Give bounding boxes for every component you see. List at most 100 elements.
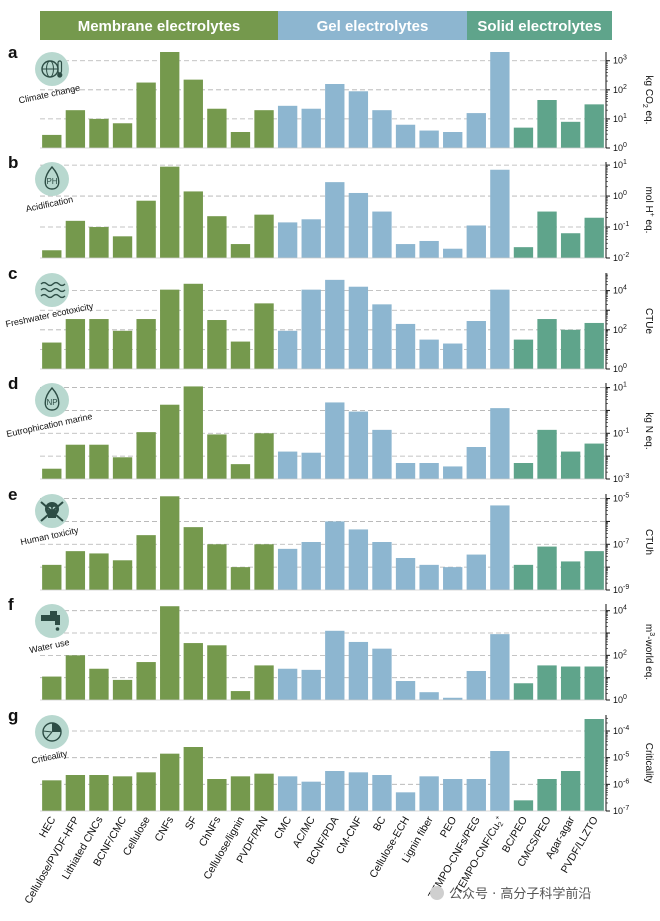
bar-g-ac-mc (301, 781, 321, 811)
tick-label: 100 (613, 190, 627, 201)
tick-label: 10-9 (613, 584, 629, 595)
bar-d-peo (443, 466, 463, 479)
bar-f-ac-mc (301, 669, 321, 700)
bar-b-bcnf-pda (325, 182, 345, 258)
bar-a-chnfs (207, 108, 227, 148)
bar-d-cellulose-ech (395, 463, 416, 479)
pie-slice (52, 723, 61, 732)
bar-a-cellulose-pvdf-hfp (65, 110, 86, 148)
panel-letter-d: d (8, 374, 18, 393)
crossbone (40, 501, 64, 522)
bar-b-cmcs-peo (537, 211, 557, 258)
bar-g-hec (42, 780, 62, 811)
bar-a-ac-mc (301, 108, 321, 148)
bar-f-cellulose-pvdf-hfp (65, 655, 86, 700)
panel-e: 10-9 10-7 10-5 CTUh e Human toxicity (8, 485, 654, 595)
wave-line (40, 287, 66, 293)
bar-e-sf (183, 527, 203, 590)
drop-letters: NP (46, 398, 57, 407)
bar-d-bc (372, 429, 392, 479)
bar-g-bc (372, 775, 392, 811)
water-drop (55, 627, 60, 631)
bar-a-lithiated-cncs (89, 118, 109, 148)
icon-background (35, 383, 69, 417)
bar-g-cellulose-lignin (230, 776, 251, 811)
bar-c-cellulose-ech (395, 323, 416, 369)
header-band-membrane-electrolytes (40, 11, 278, 40)
bar-d-bcnf-pda (325, 402, 345, 479)
icon-label-f: Water use (28, 637, 70, 655)
unit-label-f: m3-world eq. (643, 624, 655, 680)
panel-f: 100 102 104 m3-world eq. f Water use (8, 595, 655, 705)
y-axis-f: 100 102 104 (605, 604, 627, 705)
unit-label-a: kg CO2 eq. (641, 76, 654, 125)
water-waves-icon (35, 273, 69, 307)
tick-label: 10-7 (613, 805, 629, 816)
bar-e-cellulose (136, 535, 156, 590)
bar-f-cellulose-ech (395, 681, 416, 700)
bar-e-bcnf-pda (325, 521, 345, 590)
bar-c-tempo-cnf-cu2 (490, 289, 510, 369)
bar-f-bcnf-pda (325, 630, 345, 700)
bar-d-bcnf-cmc (112, 457, 133, 479)
tick-label: 102 (613, 84, 627, 95)
bar-f-cmc (277, 668, 298, 700)
chart-panels: 100 101 102 103 kg CO2 eq. a Climate change 10-… (5, 43, 655, 816)
bar-g-tempo-cnfs-peg (466, 779, 486, 811)
bar-d-lithiated-cncs (89, 444, 109, 479)
tick-label: 101 (613, 159, 627, 170)
tick-label: 104 (613, 605, 627, 616)
bar-e-tempo-cnf-cu2 (490, 505, 510, 590)
bar-d-pvdf-pan (254, 433, 274, 479)
tick-label: 10-3 (613, 473, 629, 484)
bar-e-bc (372, 542, 392, 590)
bar-f-cm-cnf (348, 641, 369, 700)
bar-a-cm-cnf (348, 91, 369, 148)
bar-e-chnfs (207, 544, 227, 590)
bar-e-lithiated-cncs (89, 553, 109, 590)
faucet-handle (50, 611, 57, 615)
bar-a-bc-peo (513, 127, 534, 148)
skull-icon (35, 494, 69, 528)
bar-d-lignin-fiber (419, 463, 439, 479)
bar-g-cm-cnf (348, 772, 369, 811)
bar-d-cellulose-pvdf-hfp (65, 444, 86, 479)
bar-g-cnfs (160, 753, 180, 811)
bar-b-cellulose-pvdf-hfp (65, 220, 86, 258)
unit-label-c: CTUe (643, 308, 654, 335)
bar-c-cellulose-pvdf-hfp (65, 319, 86, 369)
bar-f-peo (443, 697, 463, 700)
bar-c-peo (443, 343, 463, 369)
bar-c-sf (183, 283, 203, 369)
icon-background (35, 273, 69, 307)
header-label-membrane-electrolytes: Membrane electrolytes (78, 18, 241, 35)
bar-f-pvdf-llzto (584, 666, 604, 700)
panel-a: 100 101 102 103 kg CO2 eq. a Climate change (8, 43, 654, 153)
bar-g-chnfs (207, 779, 227, 811)
bar-e-cnfs (160, 496, 180, 590)
bar-c-bc (372, 304, 392, 369)
bar-d-ac-mc (301, 452, 321, 479)
tick-label: 103 (613, 55, 627, 66)
header-band-gel-electrolytes (278, 11, 467, 40)
bar-g-bcnf-cmc (112, 776, 133, 811)
icon-label-g: Criticality (30, 748, 68, 765)
bar-d-cmcs-peo (537, 429, 557, 479)
skull-jaw (48, 514, 56, 518)
tick-label: 10-6 (613, 778, 629, 789)
bar-c-hec (42, 342, 62, 369)
panel-letter-c: c (8, 264, 17, 283)
bar-c-lignin-fiber (419, 339, 439, 369)
bar-f-hec (42, 676, 62, 700)
bar-b-tempo-cnfs-peg (466, 225, 486, 258)
group-headers: Membrane electrolytes Gel electrolytes Sol… (40, 11, 612, 40)
bar-b-lithiated-cncs (89, 227, 109, 258)
skull-head (45, 502, 59, 516)
faucet-icon (35, 604, 69, 638)
header-band-solid-electrolytes (467, 11, 612, 40)
bar-b-cnfs (160, 166, 180, 258)
watermark-text: 公众号 · 高分子科学前沿 (449, 886, 591, 902)
